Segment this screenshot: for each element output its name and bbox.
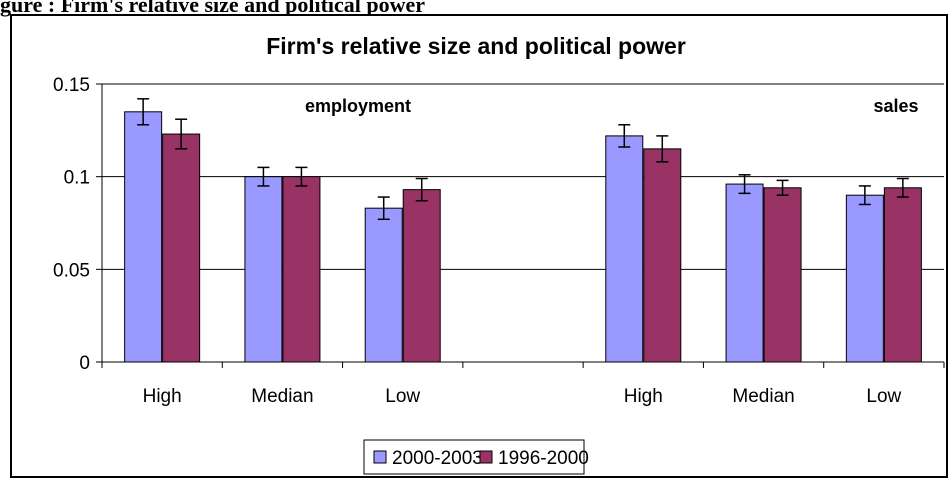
bar-2000-2003 [725, 183, 764, 363]
bar-2000-2003 [364, 207, 403, 363]
y-tick-label: 0.1 [64, 168, 90, 189]
bar-1996-2000 [162, 133, 201, 363]
bar-2000-2003 [605, 135, 644, 363]
bar-2000-2003 [244, 176, 283, 363]
x-tick-label: Low [385, 386, 420, 407]
bar-1996-2000 [763, 187, 802, 363]
y-tick-label: 0 [79, 353, 90, 374]
bar-2000-2003 [845, 194, 884, 363]
group-label-sales: sales [873, 96, 918, 116]
legend-label-1996-2000: 1996-2000 [498, 448, 589, 469]
bar-1996-2000 [883, 187, 922, 363]
bar-1996-2000 [282, 176, 321, 363]
legend-box [363, 439, 585, 475]
figure-caption: gure : Firm's relative size and politica… [0, 0, 426, 17]
bar-1996-2000 [643, 148, 682, 363]
legend-label-2000-2003: 2000-2003 [392, 448, 483, 469]
y-tick-label: 0.05 [53, 260, 90, 281]
legend-swatch-1996-2000 [479, 450, 493, 464]
bar-1996-2000 [402, 189, 441, 363]
y-tick-label: 0.15 [53, 75, 90, 96]
x-tick-label: High [624, 386, 663, 407]
legend-swatch-2000-2003 [373, 450, 387, 464]
x-tick-label: Median [251, 386, 313, 407]
bar-2000-2003 [124, 111, 163, 363]
x-tick-label: Low [866, 386, 901, 407]
chart-title: Firm's relative size and political power [266, 33, 686, 59]
x-tick-label: High [143, 386, 182, 407]
x-tick-label: Median [732, 386, 794, 407]
group-label-employment: employment [305, 96, 411, 116]
